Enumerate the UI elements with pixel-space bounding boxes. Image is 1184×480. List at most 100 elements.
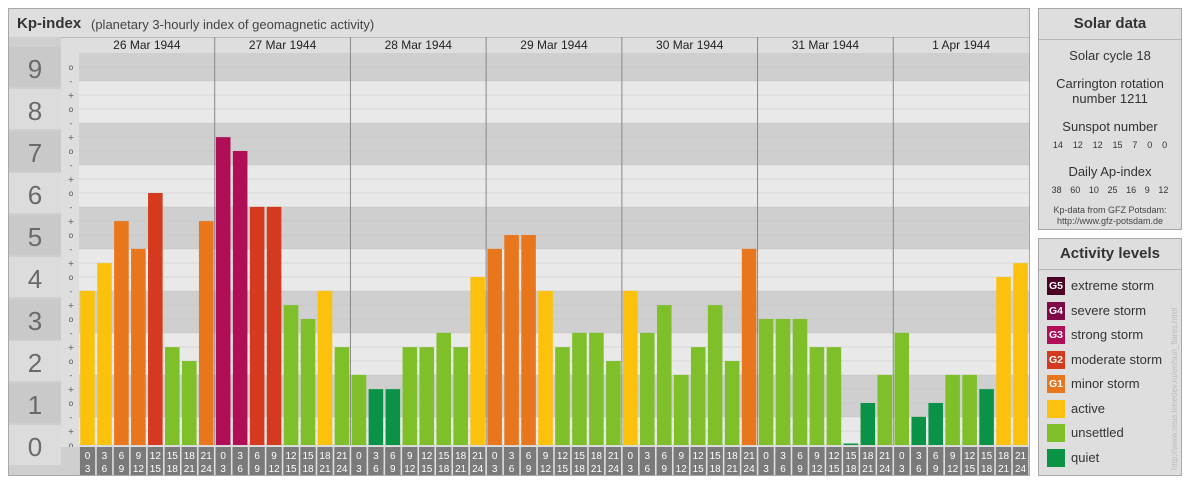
kp-bar [640, 332, 655, 445]
ap-value-4: 16 [1126, 185, 1137, 195]
interval-start: 0 [492, 451, 498, 462]
interval-cell [792, 447, 808, 475]
interval-start: 9 [136, 451, 142, 462]
interval-cell [605, 447, 622, 475]
ap-value-5: 9 [1144, 185, 1150, 195]
kp-chart: 0123456789o+-o+-o+-o+-o+-o+-o+-o+-o+-o26… [9, 37, 1029, 475]
sunspot-value-2: 12 [1092, 140, 1103, 150]
kp-bar [589, 332, 604, 445]
interval-start: 0 [628, 451, 634, 462]
y-axis-cell [9, 425, 61, 465]
interval-start: 21 [201, 451, 213, 462]
kp-bar [521, 235, 536, 445]
interval-start: 18 [862, 451, 874, 462]
kp-bar [283, 305, 299, 445]
kp-bar [673, 374, 689, 445]
interval-cell [503, 447, 520, 475]
interval-cell [385, 447, 401, 475]
interval-cell [520, 447, 537, 475]
y-subtick-label: - [70, 371, 73, 380]
interval-end: 15 [693, 464, 705, 475]
y-subtick-label: o [69, 105, 74, 114]
interval-end: 24 [744, 464, 756, 475]
credit-line-1: Kp-data from GFZ Potsdam: [1053, 205, 1167, 215]
kp-bar [165, 347, 180, 445]
interval-end: 3 [492, 464, 498, 475]
interval-end: 9 [526, 464, 532, 475]
chart-title: Kp-index [17, 15, 82, 32]
interval-end: 6 [373, 464, 379, 475]
interval-end: 24 [608, 464, 620, 475]
interval-end: 21 [998, 464, 1010, 475]
level-item-quiet: quiet [1039, 446, 1181, 471]
day-label: 26 Mar 1944 [113, 38, 181, 52]
interval-cell [843, 447, 859, 475]
interval-start: 6 [119, 451, 125, 462]
level-swatch: G4 [1047, 301, 1065, 320]
ap-index-values: 38 60 10 25 16 9 12 [1039, 185, 1181, 195]
interval-start: 18 [727, 451, 739, 462]
interval-cell [928, 447, 944, 475]
y-subtick-label: - [70, 287, 73, 296]
interval-start: 18 [319, 451, 331, 462]
interval-cell [181, 447, 197, 475]
credit-link[interactable]: http://www.gfz-potsdam.de [1056, 216, 1164, 226]
interval-cell [639, 447, 655, 475]
interval-start: 3 [237, 451, 243, 462]
interval-end: 3 [628, 464, 634, 475]
interval-start: 9 [678, 451, 684, 462]
interval-start: 6 [254, 451, 260, 462]
kp-bar [1013, 263, 1028, 445]
kp-bar [843, 443, 859, 445]
kp-bar [131, 248, 146, 445]
interval-cell [300, 447, 316, 475]
interval-cell [164, 447, 180, 475]
kp-bar [758, 319, 774, 445]
y-subtick-label: - [70, 329, 73, 338]
ap-value-6: 12 [1158, 185, 1169, 195]
interval-start: 15 [845, 451, 857, 462]
level-item-unsettled: unsettled [1039, 421, 1181, 446]
kp-bar [860, 403, 876, 445]
interval-start: 12 [964, 451, 976, 462]
y-tick-label: 8 [28, 96, 42, 126]
interval-cell [995, 447, 1012, 475]
interval-cell [486, 447, 503, 475]
kp-bar [470, 277, 485, 445]
y-tick-label: 3 [28, 306, 42, 336]
kp-bar [572, 332, 587, 445]
y-subtick-label: - [70, 161, 73, 170]
interval-cell [1012, 447, 1029, 475]
interval-cell [232, 447, 248, 475]
interval-cell [758, 447, 774, 475]
interval-cell [741, 447, 757, 475]
interval-end: 6 [509, 464, 515, 475]
y-axis-cell [9, 215, 61, 255]
carrington-rotation: Carrington rotation number 1211 [1056, 76, 1164, 106]
kp-bar [385, 389, 401, 445]
sunspot-value-6: 0 [1162, 140, 1168, 150]
interval-cell [113, 447, 130, 475]
interval-end: 9 [661, 464, 667, 475]
kp-bar [894, 332, 910, 445]
interval-start: 9 [543, 451, 549, 462]
interval-start: 0 [763, 451, 769, 462]
interval-start: 0 [899, 451, 905, 462]
chart-subtitle: (planetary 3-hourly index of geomagnetic… [91, 17, 375, 32]
interval-start: 12 [150, 451, 162, 462]
interval-end: 6 [780, 464, 786, 475]
interval-end: 15 [828, 464, 840, 475]
y-subtick-label: o [69, 189, 74, 198]
level-label: strong storm [1071, 327, 1144, 342]
interval-cell [877, 447, 893, 475]
solar-cycle: Solar cycle 18 [1069, 48, 1151, 63]
interval-start: 12 [557, 451, 569, 462]
interval-end: 21 [319, 464, 331, 475]
sunspot-value-5: 0 [1147, 140, 1153, 150]
interval-end: 21 [184, 464, 196, 475]
sunspot-value-0: 14 [1052, 140, 1063, 150]
interval-end: 24 [201, 464, 213, 475]
interval-end: 18 [438, 464, 450, 475]
kp-bar [623, 290, 638, 445]
y-tick-label: 0 [28, 432, 42, 462]
